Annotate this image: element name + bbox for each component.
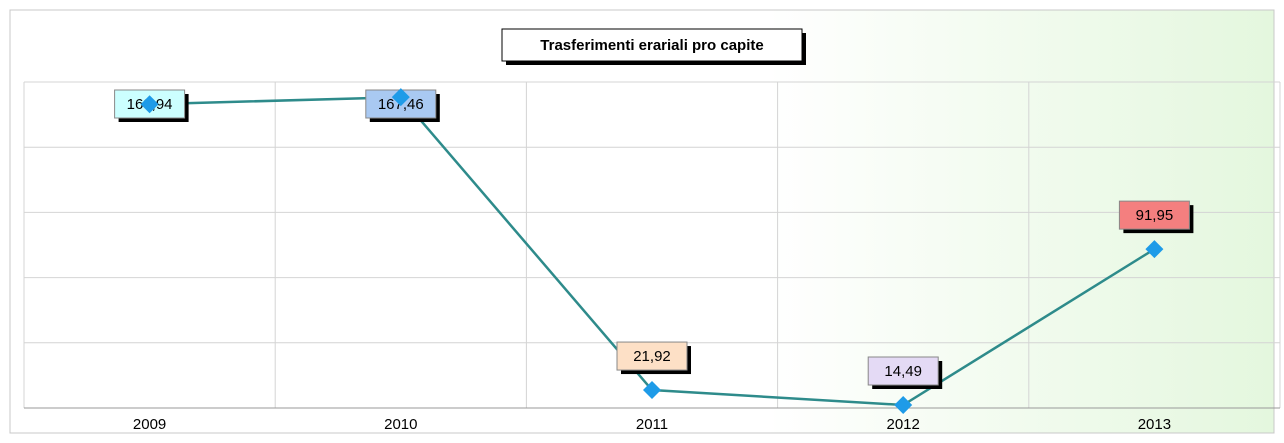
title-box (501, 28, 803, 62)
data-label-text: 21,92 (633, 348, 671, 365)
x-tick-label: 2010 (384, 416, 417, 433)
data-label: 91,95 (1118, 200, 1194, 234)
marker (391, 88, 410, 107)
data-label-box (1118, 200, 1190, 230)
data-label-text: 14,49 (884, 363, 922, 380)
plot-area: 20092010201120122013163,94167,4621,9214,… (23, 81, 1281, 433)
marker (894, 396, 913, 415)
data-label-box (867, 356, 939, 386)
chart-title: Trasferimenti erariali pro capite (540, 37, 763, 54)
data-label: 163,94 (114, 89, 189, 122)
data-label-box (616, 341, 688, 371)
marker (1145, 240, 1164, 259)
x-tick-label: 2009 (133, 416, 166, 433)
data-label: 14,49 (867, 356, 943, 390)
x-tick-label: 2012 (887, 416, 920, 433)
data-label: 21,92 (616, 341, 691, 375)
marker (643, 381, 661, 400)
data-label-box (114, 89, 186, 119)
marker (140, 95, 159, 114)
x-tick-label: 2011 (636, 416, 668, 433)
data-label-text: 91,95 (1136, 207, 1174, 224)
x-tick-label: 2013 (1138, 416, 1171, 433)
